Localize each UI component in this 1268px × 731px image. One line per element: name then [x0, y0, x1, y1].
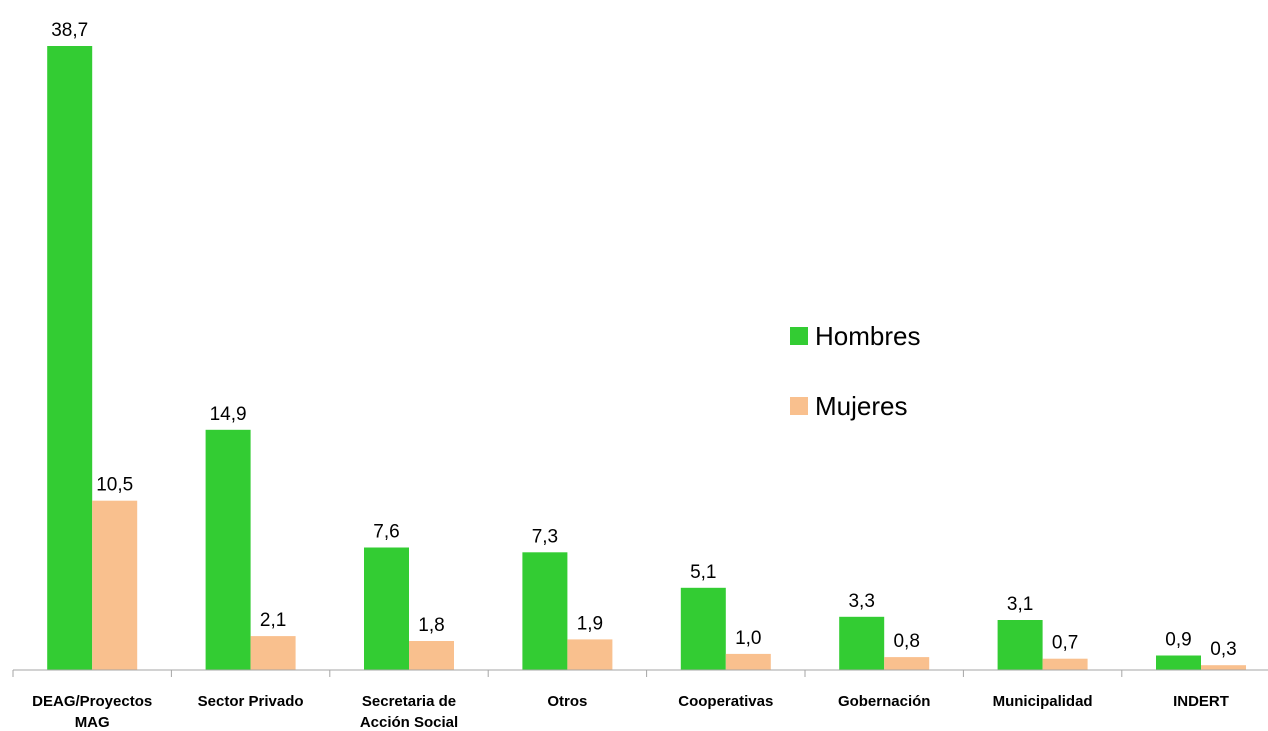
legend-label-mujeres: Mujeres [815, 391, 907, 421]
data-label-mujeres-7: 0,3 [1210, 639, 1236, 660]
bar-hombres-5 [839, 616, 885, 670]
bar-mujeres-5 [884, 657, 930, 670]
category-label-0: MAG [75, 714, 110, 731]
data-label-mujeres-3: 1,9 [577, 613, 603, 634]
bar-hombres-1 [205, 429, 251, 670]
category-label-4: Cooperativas [678, 693, 773, 710]
value-labels-layer: 38,7 10,5 14,9 2,1 7,6 1,8 7,3 1,9 5,1 1,0 3,3 0,8 3… [51, 20, 1237, 660]
category-label-6: Municipalidad [993, 693, 1093, 710]
legend-label-hombres: Hombres [815, 321, 920, 351]
data-label-hombres-0: 38,7 [51, 20, 88, 41]
data-label-mujeres-6: 0,7 [1052, 633, 1078, 654]
data-label-hombres-5: 3,3 [848, 591, 874, 612]
data-label-mujeres-2: 1,8 [418, 615, 444, 636]
bar-mujeres-7 [1201, 665, 1246, 670]
data-label-hombres-2: 7,6 [373, 522, 399, 543]
bar-mujeres-4 [725, 653, 771, 670]
bar-mujeres-0 [92, 500, 138, 670]
category-labels-layer: DEAG/Proyectos MAG Sector Privado Secretari… [32, 693, 1229, 731]
bar-hombres-3 [522, 552, 568, 670]
bars-layer [47, 46, 1246, 670]
data-label-mujeres-4: 1,0 [735, 628, 761, 649]
data-label-mujeres-0: 10,5 [96, 475, 133, 496]
data-label-hombres-6: 3,1 [1007, 594, 1033, 615]
data-label-hombres-7: 0,9 [1165, 630, 1191, 651]
bar-mujeres-2 [409, 641, 454, 670]
x-axis-ticks [12, 670, 1123, 677]
bar-hombres-0 [47, 46, 93, 670]
bar-hombres-2 [364, 547, 409, 670]
category-label-3: Otros [547, 693, 587, 710]
bar-mujeres-3 [567, 639, 613, 670]
bar-hombres-6 [997, 620, 1043, 670]
category-label-5: Gobernación [838, 693, 931, 710]
bar-hombres-7 [1156, 655, 1201, 670]
data-label-hombres-3: 7,3 [532, 526, 558, 547]
category-label-2: Acción Social [360, 714, 458, 731]
category-label-7: INDERT [1173, 693, 1229, 710]
bar-mujeres-1 [250, 636, 296, 670]
category-label-1: Sector Privado [198, 693, 304, 710]
category-label-0: DEAG/Proyectos [32, 693, 152, 710]
category-label-2: Secretaria de [362, 693, 456, 710]
data-label-hombres-1: 14,9 [210, 404, 247, 425]
legend-swatch-hombres [790, 327, 808, 345]
data-label-hombres-4: 5,1 [690, 562, 716, 583]
data-label-mujeres-5: 0,8 [893, 631, 919, 652]
data-label-mujeres-1: 2,1 [260, 610, 286, 631]
legend-swatch-mujeres [790, 397, 808, 415]
bar-mujeres-6 [1042, 658, 1088, 670]
legend: Hombres Mujeres [790, 321, 920, 421]
bar-hombres-4 [680, 587, 726, 670]
